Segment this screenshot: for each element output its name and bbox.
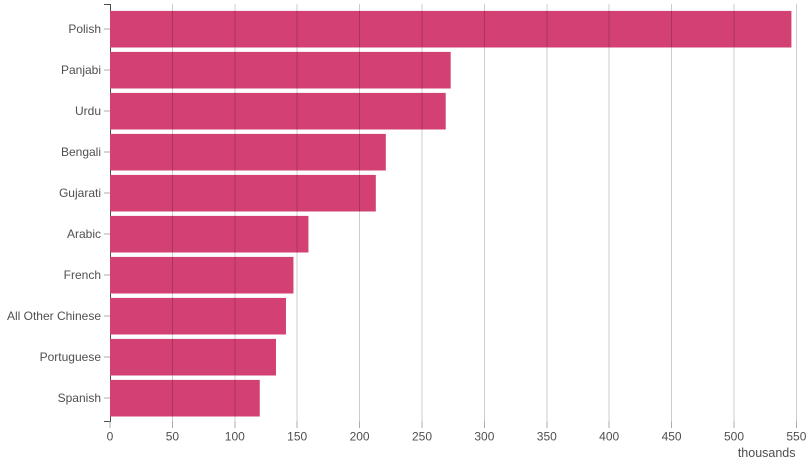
svg-text:Arabic: Arabic <box>67 227 101 241</box>
svg-text:300: 300 <box>474 430 494 444</box>
svg-text:French: French <box>64 268 101 282</box>
svg-text:450: 450 <box>662 430 682 444</box>
svg-text:200: 200 <box>350 430 370 444</box>
svg-text:Polish: Polish <box>68 22 101 36</box>
svg-text:400: 400 <box>599 430 619 444</box>
svg-text:50: 50 <box>166 430 180 444</box>
svg-text:Bengali: Bengali <box>61 145 101 159</box>
svg-text:550: 550 <box>786 430 806 444</box>
svg-text:Gujarati: Gujarati <box>59 186 101 200</box>
svg-text:100: 100 <box>225 430 245 444</box>
svg-text:Spanish: Spanish <box>58 391 101 405</box>
svg-text:thousands: thousands <box>738 446 796 460</box>
svg-text:150: 150 <box>287 430 307 444</box>
svg-text:350: 350 <box>537 430 557 444</box>
svg-text:Portuguese: Portuguese <box>40 350 102 364</box>
svg-text:500: 500 <box>724 430 744 444</box>
svg-text:Urdu: Urdu <box>75 104 101 118</box>
svg-text:All Other Chinese: All Other Chinese <box>7 309 101 323</box>
svg-text:250: 250 <box>412 430 432 444</box>
svg-text:0: 0 <box>107 430 114 444</box>
svg-text:Panjabi: Panjabi <box>61 63 101 77</box>
